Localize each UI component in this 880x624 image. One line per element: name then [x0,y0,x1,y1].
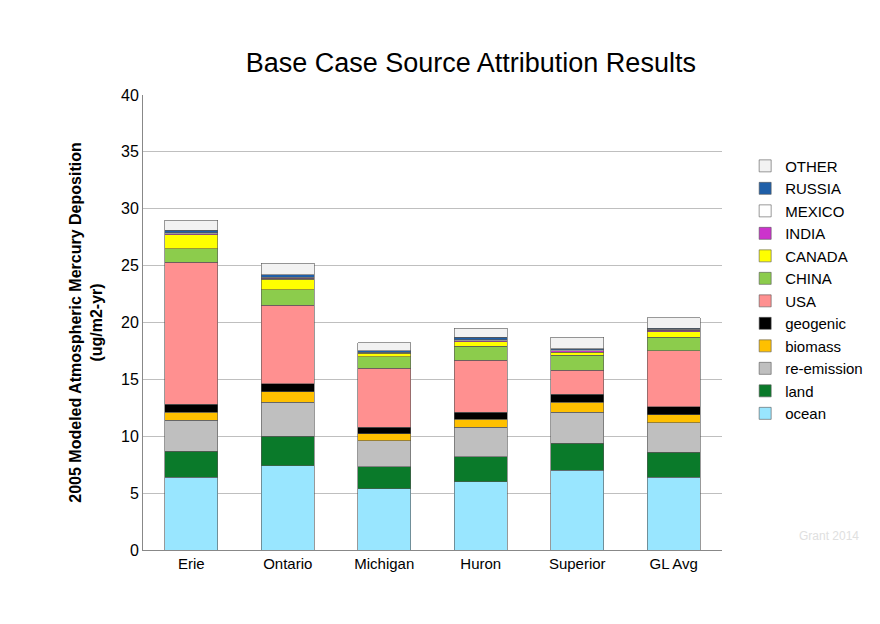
svg-text:re-emission: re-emission [785,360,863,377]
svg-text:35: 35 [121,143,139,160]
svg-text:0: 0 [130,542,139,559]
svg-text:geogenic: geogenic [785,315,846,332]
svg-text:INDIA: INDIA [785,225,825,242]
svg-text:Huron: Huron [460,555,501,572]
svg-text:ocean: ocean [785,405,826,422]
svg-text:Grant 2014: Grant 2014 [799,529,859,543]
svg-text:40: 40 [121,87,139,104]
svg-text:2005 Modeled Atmospheric Mercu: 2005 Modeled Atmospheric Mercury Deposit… [67,142,105,502]
svg-text:USA: USA [785,293,816,310]
svg-text:CANADA: CANADA [785,248,848,265]
svg-text:biomass: biomass [785,338,841,355]
svg-text:RUSSIA: RUSSIA [785,180,841,197]
svg-text:20: 20 [121,314,139,331]
svg-text:10: 10 [121,428,139,445]
svg-text:25: 25 [121,257,139,274]
svg-text:Base Case Source Attribution R: Base Case Source Attribution Results [246,48,696,78]
svg-text:MEXICO: MEXICO [785,203,844,220]
svg-text:CHINA: CHINA [785,270,832,287]
svg-text:Erie: Erie [178,555,205,572]
svg-text:15: 15 [121,371,139,388]
svg-text:Ontario: Ontario [263,555,312,572]
svg-text:land: land [785,383,813,400]
svg-text:5: 5 [130,485,139,502]
svg-text:30: 30 [121,200,139,217]
svg-text:Superior: Superior [549,555,606,572]
svg-text:GL Avg: GL Avg [650,555,698,572]
svg-text:Michigan: Michigan [354,555,414,572]
svg-text:OTHER: OTHER [785,158,838,175]
